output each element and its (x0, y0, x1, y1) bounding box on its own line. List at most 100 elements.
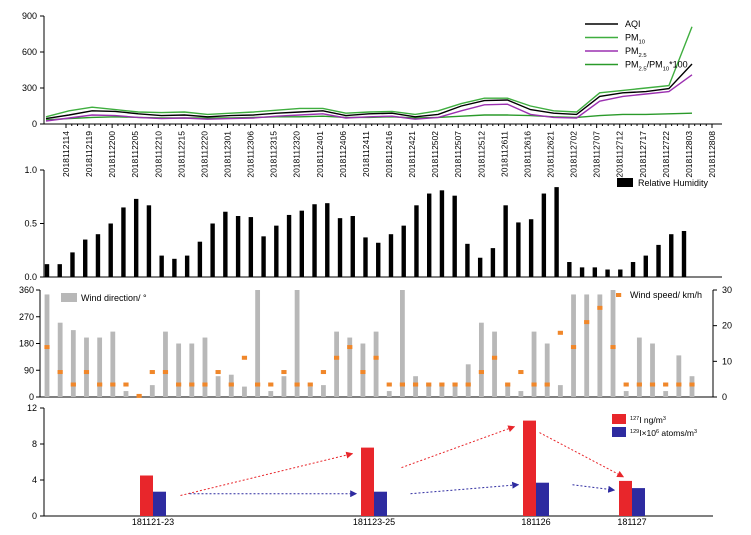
humidity-bar (299, 210, 304, 277)
wind-speed-point (57, 370, 63, 375)
y-tick-label: 0.5 (24, 219, 37, 229)
x-tick-label: 2018112611 (499, 131, 509, 177)
series-line-aqi (45, 63, 693, 120)
x-tick-label: 2018112220 (199, 131, 209, 178)
humidity-bar (477, 257, 483, 277)
humidity-bar (133, 198, 139, 277)
wind-speed-point (491, 355, 498, 360)
wind-speed-point (465, 382, 471, 387)
humidity-bar (325, 203, 330, 277)
wind-direction-bar (307, 386, 313, 397)
wind-speed-point (97, 382, 103, 387)
wind-speed-point (215, 370, 221, 375)
humidity-bar (57, 264, 62, 277)
wind-speed-point (320, 370, 327, 375)
humidity-bar (83, 239, 88, 277)
wind-direction-bar (557, 385, 563, 397)
wind-direction-bar (110, 331, 116, 397)
iodine-bars (140, 420, 645, 516)
humidity-bar (669, 234, 674, 277)
air-quality-y-ticks: 0 300 600 900 (22, 11, 44, 129)
y-tick-label: 300 (22, 83, 37, 93)
x-tick-label: 2018112712 (615, 131, 625, 178)
humidity-bar (95, 234, 101, 277)
x-tick-label: 2018112315 (269, 131, 279, 178)
wind-direction-bar (202, 337, 208, 397)
iodine-category-labels: 181121-23 181123-25 181126 181127 (132, 517, 647, 527)
x-tick-label: 2018112205 (130, 131, 140, 178)
wind-y-ticks: 0 90 180 270 360 0 10 20 30 (19, 285, 732, 402)
wind-direction-bar (242, 386, 247, 397)
wind-speed-point (123, 382, 129, 387)
legend-swatch-129i (612, 427, 626, 437)
wind-speed-point (505, 382, 511, 387)
wind-speed-point (426, 382, 432, 387)
y-tick-label: 8 (32, 439, 37, 449)
humidity-bar (350, 216, 355, 277)
wind-speed-point (228, 382, 234, 387)
humidity-bar (579, 267, 585, 277)
iodine-panel: 0 4 8 12 181121-23 181123-25 181126 181127 127… (27, 403, 713, 527)
humidity-bar (427, 193, 432, 277)
humidity-bar (172, 258, 177, 277)
humidity-bar (439, 190, 445, 277)
wind-direction-bar (676, 355, 682, 397)
humidity-bar (516, 222, 521, 277)
y-right-tick-label: 20 (722, 321, 732, 331)
wind-direction-bar (413, 376, 418, 397)
humidity-bar (210, 223, 215, 277)
x-tick-label: 2018112401 (315, 131, 325, 178)
wind-speed-point (663, 382, 669, 387)
wind-direction-bar (518, 391, 524, 397)
humidity-bar (401, 225, 406, 277)
humidity-bar (503, 205, 508, 277)
x-tick-label: 2018112803 (684, 131, 694, 178)
humidity-bar (541, 193, 547, 277)
wind-direction-bar (623, 391, 629, 397)
wind-speed-point (307, 382, 313, 387)
wind-direction-bars (44, 290, 695, 397)
x-tick-label: 2018112114 (61, 131, 71, 177)
legend-label: AQI (625, 19, 641, 29)
humidity-bar (465, 243, 470, 277)
wind-direction-bar (373, 331, 379, 397)
humidity-bar (274, 225, 279, 277)
humidity-panel: 0.0 0.5 1.0 Relative Humidity (24, 165, 722, 282)
wind-speed-point (412, 382, 419, 387)
x-tick-label: 2018112215 (176, 131, 186, 178)
legend-label: PM10 (625, 33, 646, 46)
air-quality-panel: 0 300 600 900 2018112114 2018112119 201811220… (22, 11, 722, 178)
x-tick-label: 2018112320 (292, 131, 302, 178)
x-tick-label: 2018112421 (407, 131, 417, 178)
humidity-bar (376, 242, 381, 277)
wind-direction-bar (452, 385, 458, 397)
humidity-bar (567, 262, 572, 277)
x-tick-label: 2018112119 (84, 131, 94, 177)
wind-speed-point (399, 382, 406, 387)
bar-129i (536, 482, 549, 516)
wind-speed-point (136, 393, 142, 398)
direction-legend-swatch (61, 293, 77, 302)
humidity-bar (70, 252, 75, 277)
bar-127i (523, 420, 536, 516)
wind-direction-bar (57, 322, 63, 397)
wind-speed-point (557, 330, 563, 335)
wind-speed-point (189, 382, 195, 387)
wind-direction-bar (610, 290, 616, 397)
wind-speed-point (44, 345, 50, 350)
x-tick-label: 2018112411 (361, 131, 371, 177)
wind-speed-point (281, 370, 287, 375)
y-tick-label: 0.0 (24, 272, 37, 282)
y-tick-label: 0 (32, 119, 37, 129)
wind-direction-bar (544, 343, 550, 397)
legend-label: Relative Humidity (638, 178, 709, 188)
x-tick-label: 2018112406 (338, 131, 348, 178)
wind-speed-point (531, 382, 537, 387)
x-tick-label: 2018112717 (638, 131, 648, 178)
x-tick-label: 2018112301 (223, 131, 233, 178)
wind-speed-point (241, 355, 248, 360)
bar-127i (361, 447, 374, 516)
bar-129i (374, 491, 387, 516)
x-tick-label: 2018112507 (453, 131, 463, 178)
